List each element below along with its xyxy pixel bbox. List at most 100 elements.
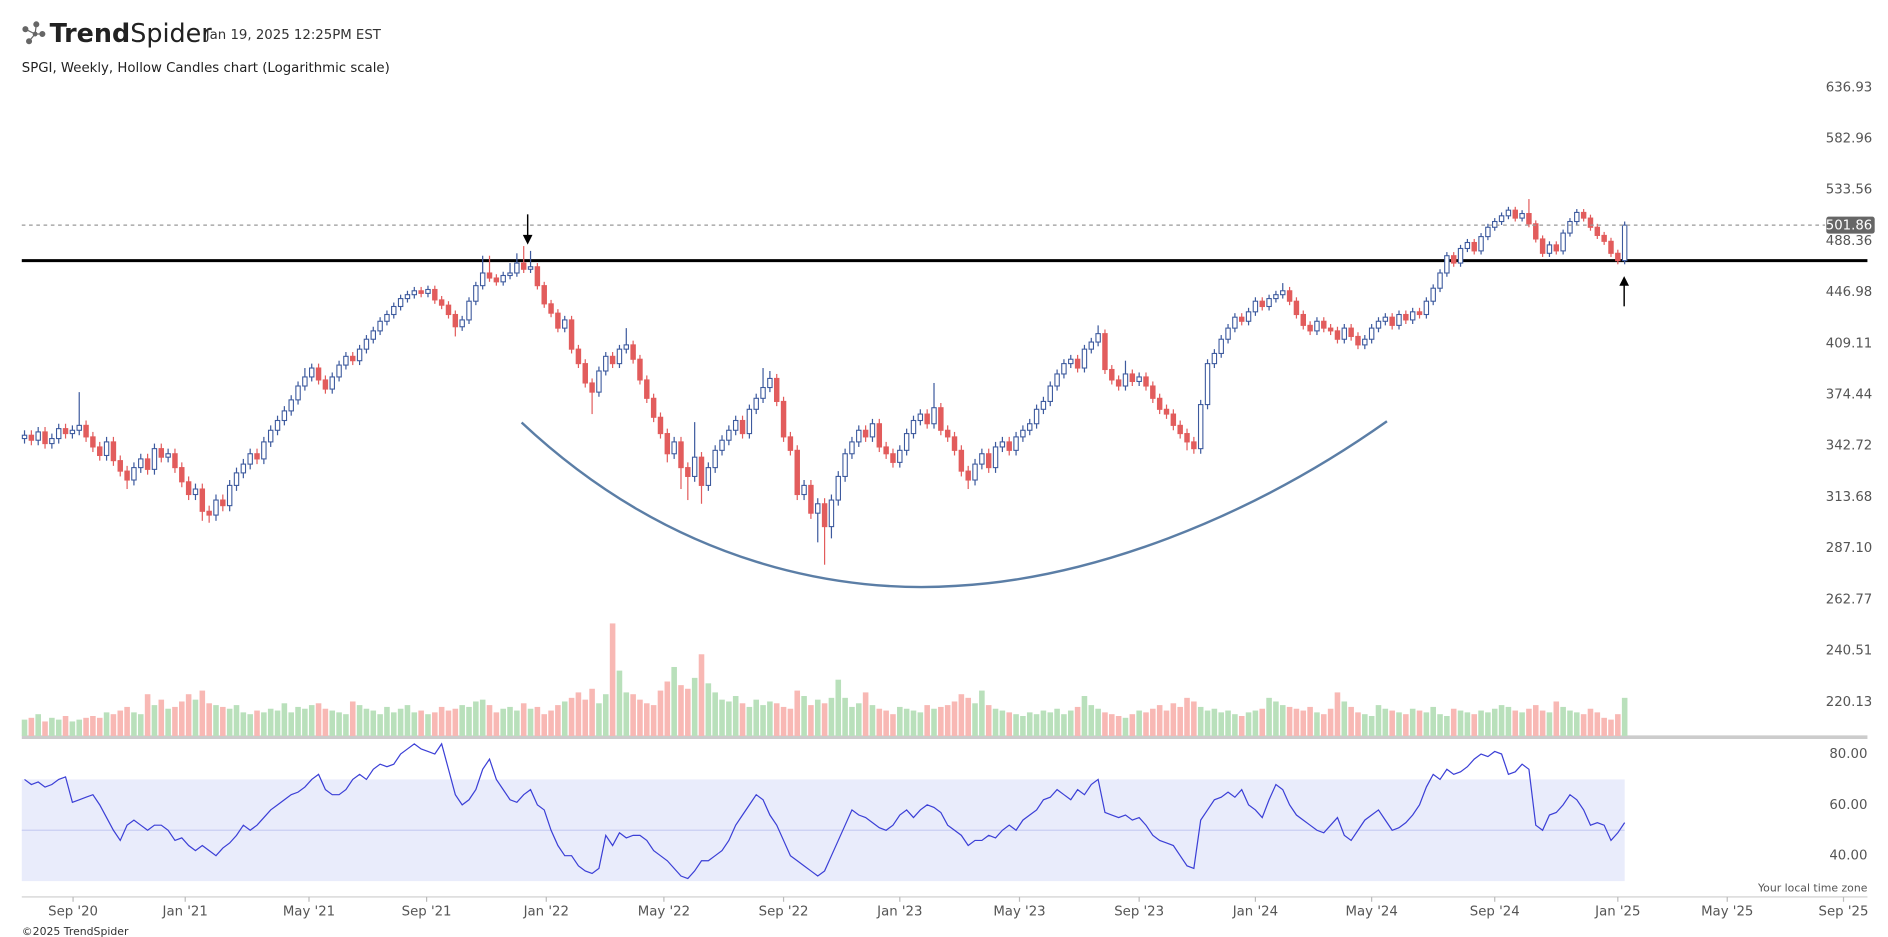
volume-bar <box>336 712 342 736</box>
volume-bar <box>288 712 294 736</box>
volume-bar <box>897 706 903 736</box>
candle-body <box>1211 352 1218 365</box>
volume-bar <box>1355 712 1361 736</box>
volume-bar <box>432 712 438 736</box>
candle-body <box>350 355 356 362</box>
candle-body <box>103 441 110 457</box>
volume-bar <box>698 654 705 736</box>
volume-bar <box>1040 710 1047 736</box>
candle-body <box>514 262 520 274</box>
volume-bar <box>315 703 322 736</box>
candle-body <box>541 285 547 305</box>
candle-body <box>575 348 582 365</box>
candle-body <box>1184 433 1190 443</box>
y-tick-label: 287.10 <box>1826 541 1873 556</box>
candle-body <box>432 288 438 301</box>
candle-body <box>603 355 609 372</box>
volume-bar <box>479 699 486 736</box>
volume-bar <box>302 708 308 736</box>
candle-body <box>1177 424 1183 435</box>
volume-bar <box>55 719 62 736</box>
volume-bar <box>1587 708 1594 736</box>
volume-bar <box>609 623 616 736</box>
volume-bar <box>240 712 247 736</box>
volume-bar <box>808 705 814 736</box>
volume-bar <box>226 708 233 736</box>
candle-body <box>630 344 636 360</box>
volume-bar <box>910 710 917 736</box>
candle-body <box>397 298 404 308</box>
volume-bar <box>1074 706 1081 736</box>
candle-body <box>1382 316 1389 322</box>
candle-body <box>1115 379 1122 387</box>
candle-body <box>425 288 431 294</box>
volume-bar <box>1567 710 1573 736</box>
candle-body <box>623 344 630 350</box>
volume-bar <box>1560 706 1566 736</box>
volume-bar <box>1601 717 1607 736</box>
volume-bar <box>527 708 534 736</box>
candle-body <box>281 410 288 422</box>
volume-bar <box>1519 712 1525 736</box>
candle-body <box>897 449 903 463</box>
logo-icon <box>22 21 46 45</box>
candle-body <box>1191 441 1197 450</box>
candle-body <box>726 429 732 441</box>
candle-body <box>1259 300 1265 308</box>
cup-curve <box>520 420 1388 589</box>
y-tick-label: 446.98 <box>1826 285 1873 300</box>
candle-body <box>295 385 301 401</box>
candle-body <box>739 419 746 435</box>
x-tick-label: May '22 <box>638 904 690 919</box>
volume-bar <box>746 706 753 736</box>
candle-body <box>787 436 794 451</box>
volume-bar <box>773 703 780 736</box>
candle-body <box>28 434 35 441</box>
candle-body <box>322 379 329 390</box>
candle-body <box>958 449 965 472</box>
candle-body <box>753 397 759 410</box>
brand: TrendSpider <box>50 18 213 48</box>
x-tick-label: May '21 <box>283 904 335 919</box>
candle-body <box>363 338 370 350</box>
volume-bar <box>739 703 746 736</box>
candle-body <box>520 262 527 270</box>
volume-bar <box>42 721 48 736</box>
volume-bar <box>1546 712 1553 736</box>
volume-bar <box>678 685 684 736</box>
y-tick-label: 313.68 <box>1826 490 1873 505</box>
candle-body <box>55 428 62 440</box>
candle-body <box>1553 244 1560 252</box>
volume-bar <box>281 703 288 736</box>
volume-bar <box>726 701 732 736</box>
candle-body <box>589 382 595 393</box>
candle-body <box>548 303 554 314</box>
x-tick-label: May '23 <box>993 904 1045 919</box>
volume-bar <box>1621 697 1628 736</box>
candle-body <box>1006 441 1012 451</box>
x-tick-label: Jan '21 <box>162 904 208 919</box>
volume-bar <box>1204 710 1211 736</box>
candle-body <box>261 441 267 460</box>
candle-body <box>1567 220 1573 234</box>
volume-bar <box>1191 701 1197 736</box>
candle-body <box>247 453 253 465</box>
volume-bar <box>411 712 418 736</box>
candle-body <box>746 408 753 435</box>
volume-bar <box>1457 710 1464 736</box>
volume-bar <box>1143 712 1149 736</box>
volume-bar <box>691 677 698 736</box>
last-price-label: 501.86 <box>1826 219 1873 234</box>
volume-bar <box>1109 714 1115 736</box>
x-tick-label: Sep '25 <box>1819 904 1869 919</box>
volume-bar <box>589 688 595 736</box>
volume-bar <box>602 694 609 736</box>
candle-body <box>452 313 459 328</box>
volume-bar <box>1266 697 1272 736</box>
candle-body <box>1348 327 1354 337</box>
candle-body <box>1519 213 1525 219</box>
candle-body <box>438 299 445 306</box>
candle-body <box>1375 320 1382 329</box>
volume-bar <box>179 701 185 736</box>
